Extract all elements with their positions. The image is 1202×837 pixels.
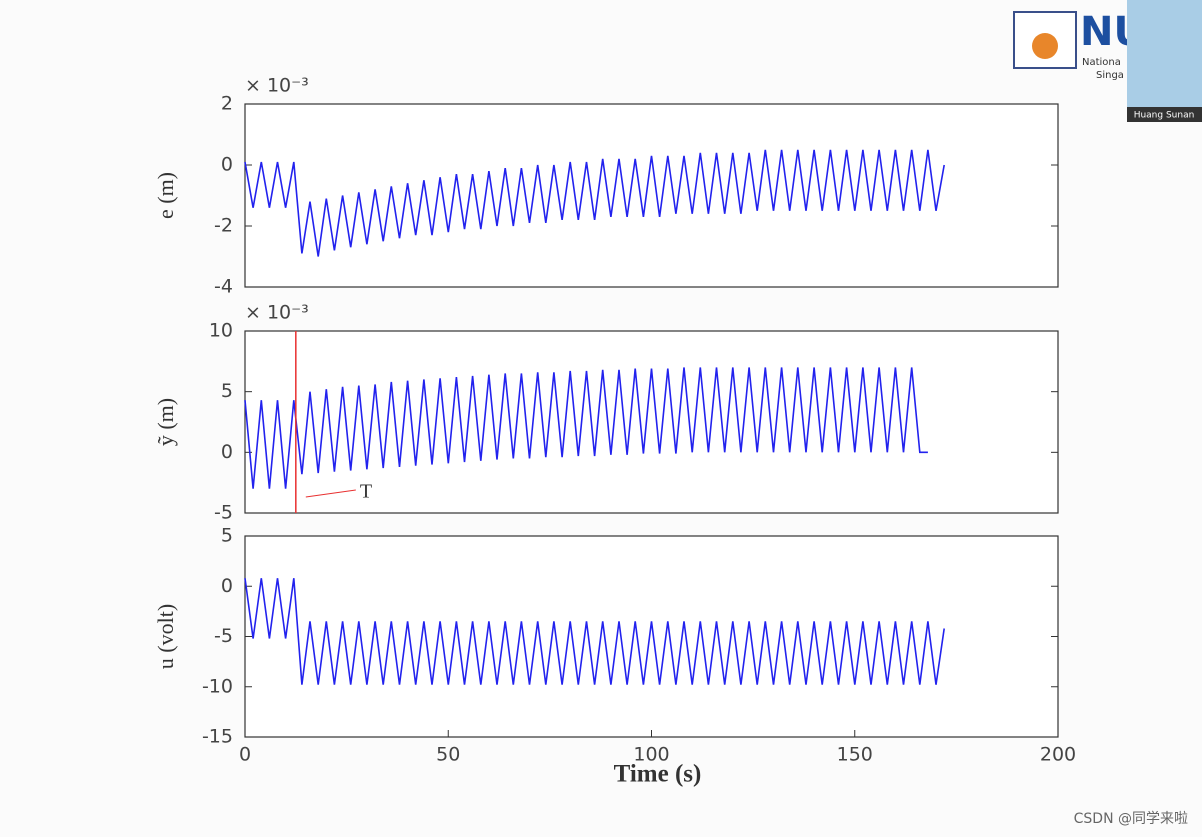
webcam-frame bbox=[1127, 0, 1202, 122]
axis-exponent: × 10⁻³ bbox=[245, 75, 309, 97]
y-axis-label: ỹ (m) bbox=[153, 398, 178, 446]
webcam-caption bbox=[1127, 107, 1202, 122]
x-tick-label: 200 bbox=[1040, 744, 1076, 766]
y-tick-label: 0 bbox=[221, 575, 233, 597]
y-tick-label: 2 bbox=[221, 93, 233, 115]
annotation-label: T bbox=[360, 481, 372, 503]
y-axis-label: e (m) bbox=[153, 172, 178, 219]
y-tick-label: 10 bbox=[209, 320, 233, 342]
y-tick-label: -5 bbox=[214, 502, 233, 524]
watermark: CSDN @同学来啦 bbox=[1074, 810, 1188, 827]
y-tick-label: 0 bbox=[221, 154, 233, 176]
axis-exponent: × 10⁻³ bbox=[245, 302, 309, 324]
y-tick-label: -10 bbox=[202, 675, 233, 697]
x-tick-label: 150 bbox=[837, 744, 873, 766]
logo-line: Singa bbox=[1096, 70, 1124, 81]
x-axis-label: Time (s) bbox=[614, 761, 702, 788]
y-tick-label: -2 bbox=[214, 215, 233, 237]
y-tick-label: 0 bbox=[221, 441, 233, 463]
y-tick-label: 5 bbox=[221, 525, 233, 547]
plot-frame bbox=[244, 535, 1059, 738]
data-line bbox=[244, 367, 928, 489]
logo-line: Nationa bbox=[1082, 57, 1121, 68]
y-tick-label: -15 bbox=[202, 726, 233, 748]
y-axis-label: u (volt) bbox=[153, 604, 178, 669]
x-tick-label: 100 bbox=[633, 744, 669, 766]
x-tick-label: 0 bbox=[239, 744, 251, 766]
data-line bbox=[244, 578, 945, 685]
logo-lion bbox=[1032, 33, 1058, 59]
y-tick-label: 5 bbox=[221, 380, 233, 402]
y-tick-label: -4 bbox=[214, 276, 233, 298]
x-tick-label: 50 bbox=[436, 744, 460, 766]
plot-frame bbox=[244, 103, 1059, 288]
plot-frame bbox=[244, 330, 1059, 514]
webcam-name: Huang Sunan bbox=[1134, 111, 1195, 121]
webcam: Huang Sunan bbox=[1127, 0, 1202, 122]
data-line bbox=[244, 149, 945, 257]
annotation-pointer bbox=[305, 489, 356, 498]
y-tick-label: -5 bbox=[214, 625, 233, 647]
